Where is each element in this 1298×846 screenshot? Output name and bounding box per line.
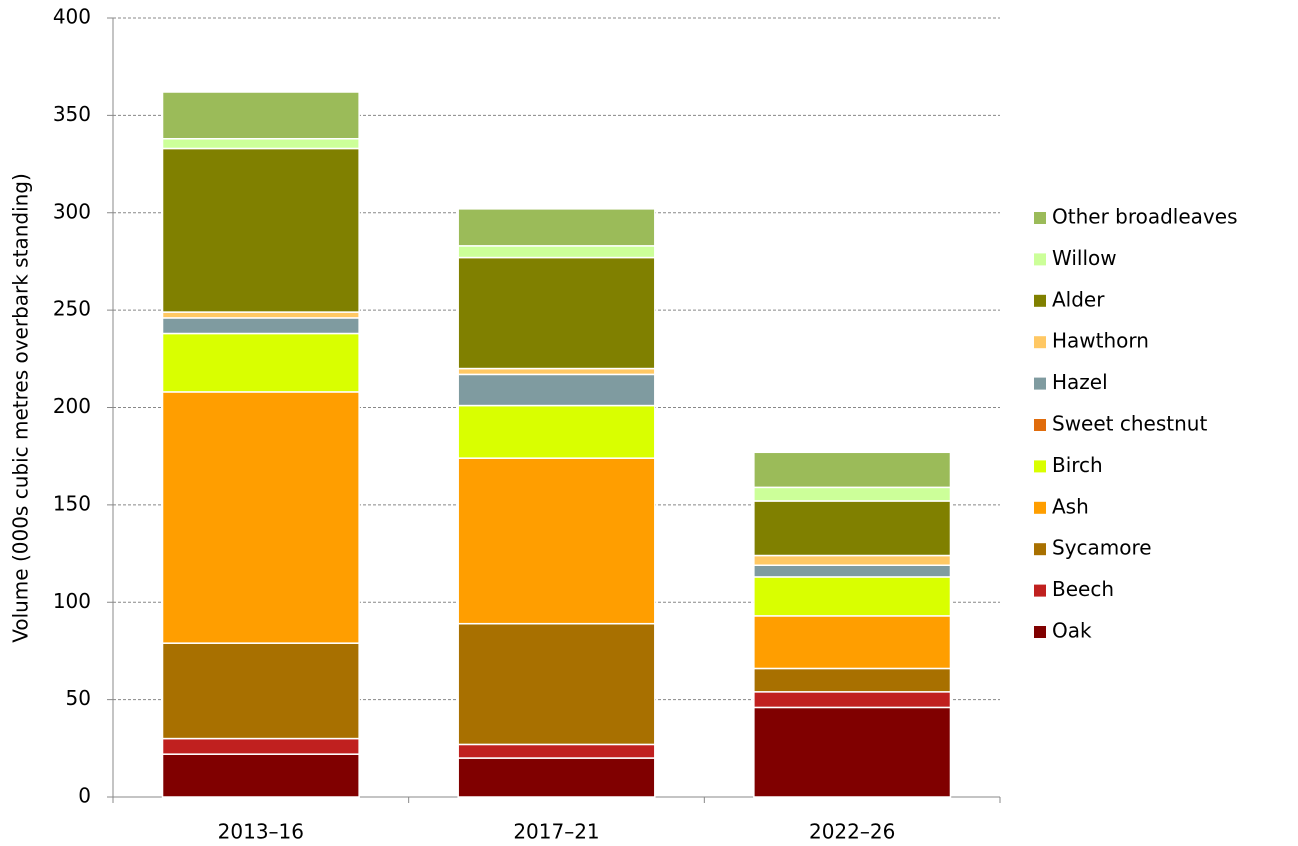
bar-segment [753, 554, 952, 566]
bar-segment [457, 757, 656, 798]
y-tick-label: 50 [66, 686, 91, 710]
bar-segment [457, 256, 656, 370]
bar-segment [753, 706, 952, 798]
legend-label: Beech [1052, 577, 1114, 601]
x-tick-label: 2022–26 [809, 820, 895, 844]
legend-label: Sweet chestnut [1052, 412, 1207, 436]
y-tick-label: 0 [78, 784, 91, 808]
bar-segment [753, 576, 952, 617]
bar-segment [161, 753, 360, 798]
bar-segment [753, 486, 952, 502]
legend-swatch [1034, 294, 1046, 307]
legend-swatch [1034, 253, 1046, 266]
legend-swatch [1034, 501, 1046, 514]
legend-swatch [1034, 626, 1046, 638]
legend-label: Alder [1052, 287, 1105, 311]
x-tick-label: 2017–21 [513, 820, 599, 844]
bar-segment [753, 500, 952, 557]
bar-segment [457, 367, 656, 376]
legend-label: Willow [1052, 246, 1117, 270]
legend-swatch [1034, 212, 1046, 224]
legend-label: Sycamore [1052, 536, 1152, 560]
bar-segment [457, 373, 656, 407]
legend-swatch [1034, 336, 1046, 349]
bar-segment [457, 457, 656, 625]
y-tick-label: 400 [53, 5, 91, 29]
legend-label: Birch [1052, 453, 1103, 477]
bar-segment [457, 622, 656, 746]
bar-segment [161, 137, 360, 150]
y-tick-label: 250 [53, 297, 91, 321]
bar-segment [753, 667, 952, 693]
y-tick-label: 200 [53, 394, 91, 418]
legend-label: Other broadleaves [1052, 205, 1238, 229]
x-tick-label: 2013–16 [218, 820, 304, 844]
bar-segment [457, 245, 656, 259]
bar-segment [161, 317, 360, 335]
bar-segment [161, 147, 360, 313]
bar-segment [161, 391, 360, 644]
bar-segment [457, 208, 656, 247]
y-tick-label: 300 [53, 199, 91, 223]
bar-segment [457, 743, 656, 759]
bar-segment [753, 451, 952, 489]
legend-label: Hawthorn [1052, 329, 1149, 353]
bar-segment [753, 564, 952, 578]
bar-segment [753, 615, 952, 670]
bar-segment [161, 642, 360, 740]
bar-segment [753, 691, 952, 709]
legend-swatch [1034, 377, 1046, 390]
legend-label: Hazel [1052, 370, 1108, 394]
legend-label: Ash [1052, 494, 1089, 518]
y-tick-label: 100 [53, 589, 91, 613]
legend-swatch [1034, 543, 1046, 556]
legend-swatch [1034, 419, 1046, 431]
legend-swatch [1034, 584, 1046, 597]
y-tick-label: 150 [53, 491, 91, 515]
bar-segment [161, 332, 360, 393]
bar-segment [161, 737, 360, 755]
bar-segment [161, 91, 360, 140]
legend-label: Oak [1052, 619, 1092, 643]
bar-segment [457, 404, 656, 459]
y-tick-label: 350 [53, 102, 91, 126]
y-axis-label: Volume (000s cubic metres overbark stand… [9, 173, 33, 643]
bar-segment [161, 311, 360, 319]
legend-swatch [1034, 460, 1046, 473]
